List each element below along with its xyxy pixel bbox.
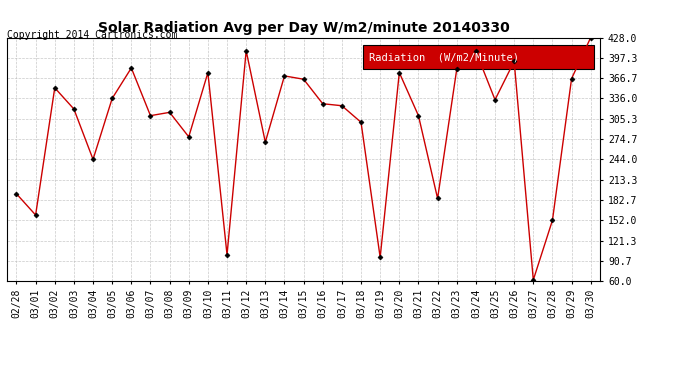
Title: Solar Radiation Avg per Day W/m2/minute 20140330: Solar Radiation Avg per Day W/m2/minute …: [98, 21, 509, 35]
FancyBboxPatch shape: [363, 45, 594, 69]
Text: Copyright 2014 Cartronics.com: Copyright 2014 Cartronics.com: [7, 30, 177, 40]
Text: Radiation  (W/m2/Minute): Radiation (W/m2/Minute): [369, 52, 519, 62]
